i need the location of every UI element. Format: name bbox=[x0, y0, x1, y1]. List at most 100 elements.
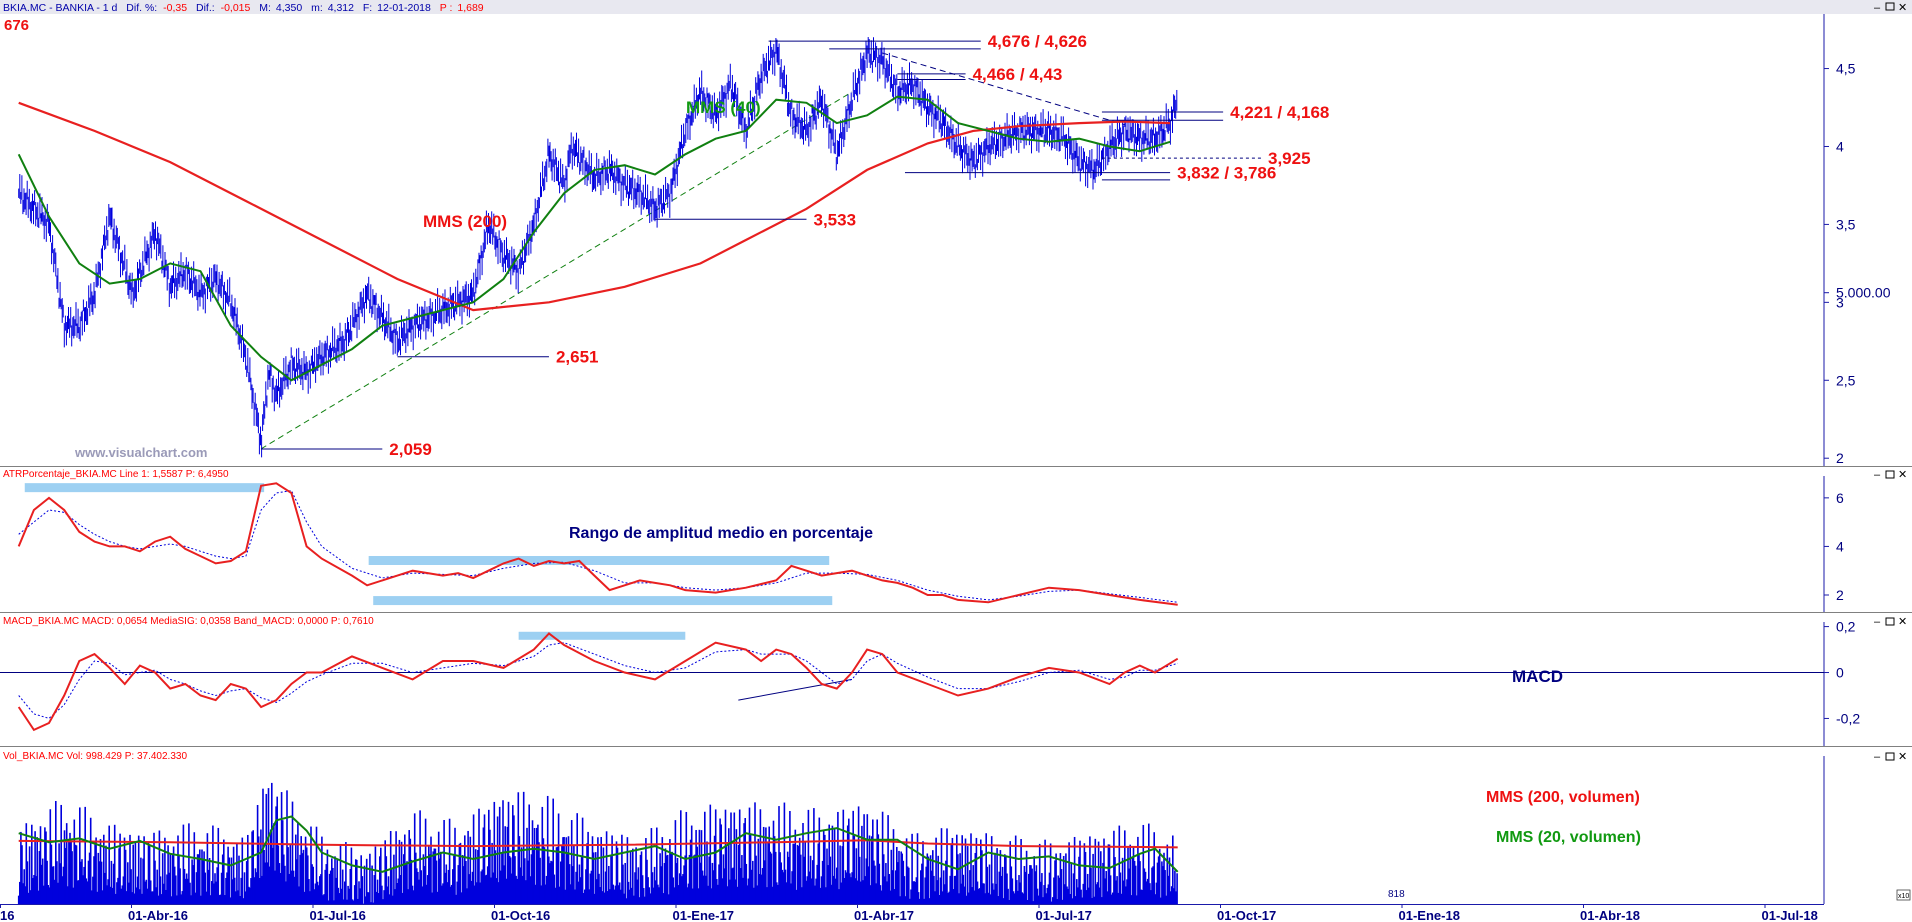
price-panel-header: BKIA.MC - BANKIA - 1 d Dif. %: -0,35 Dif… bbox=[3, 2, 484, 14]
atr-panel: ATRPorcentaje_BKIA.MC Line 1: 1,5587 P: … bbox=[0, 467, 1912, 613]
date-tick-label: 01-Jul-16 bbox=[310, 908, 366, 922]
maximize-icon[interactable] bbox=[1885, 752, 1895, 761]
macd-annotation: MACD bbox=[1512, 667, 1563, 686]
macd-axis-tick-label: 0 bbox=[1836, 665, 1844, 681]
header-dif: -0,015 bbox=[221, 2, 251, 14]
header-dif-pct: -0,35 bbox=[163, 2, 187, 14]
date-axis: 16 01-Abr-16 01-Jul-16 01-Oct-16 01-Ene-17 01… bbox=[0, 904, 1824, 922]
sma40-line bbox=[17, 95, 1171, 382]
volume-scale-label[interactable]: x10 bbox=[1898, 893, 1909, 900]
sma200-line bbox=[18, 101, 1171, 312]
sma200-annotation: MMS (200) bbox=[423, 212, 507, 231]
header-price: 1,689 bbox=[457, 2, 483, 14]
price-axis-tick-label: 2,5 bbox=[1836, 372, 1856, 388]
atr-plot-area bbox=[17, 482, 1178, 606]
price-level-labels: 4,676 / 4,626 4,466 / 4,43 4,221 / 4,168 3,… bbox=[389, 32, 1329, 459]
trend-line bbox=[882, 52, 1125, 126]
date-tick-label: 01-Ene-17 bbox=[673, 908, 734, 922]
minimize-icon[interactable]: – bbox=[1874, 2, 1881, 14]
date-tick-label: 01-Abr-18 bbox=[1580, 908, 1640, 922]
header-min: 4,312 bbox=[328, 2, 354, 14]
minimize-icon[interactable]: – bbox=[1874, 751, 1881, 763]
atr-axis-ticks: 6 4 2 bbox=[1824, 490, 1844, 603]
volume-plot-area bbox=[18, 815, 1179, 873]
atr-axis-tick-label: 4 bbox=[1836, 538, 1844, 554]
volume-partial-label: 818 bbox=[1388, 889, 1405, 900]
vol-sma200-annotation: MMS (200, volumen) bbox=[1486, 789, 1640, 806]
macd-trend-line bbox=[738, 678, 853, 701]
vol-sma20-annotation: MMS (20, volumen) bbox=[1496, 829, 1641, 846]
atr-signal-line bbox=[18, 490, 1178, 603]
level-label: 4,221 / 4,168 bbox=[1230, 103, 1329, 122]
date-tick-label: 01-Oct-17 bbox=[1217, 908, 1276, 922]
maximize-icon[interactable] bbox=[1885, 470, 1895, 479]
price-axis-tick-label: 3 bbox=[1836, 294, 1844, 310]
volume-panel-header: Vol_BKIA.MC Vol: 998.429 P: 37.402.330 bbox=[3, 751, 187, 762]
level-label: 3,533 bbox=[814, 210, 857, 229]
macd-axis-tick-label: -0,2 bbox=[1836, 710, 1860, 726]
date-tick-label: 01-Jul-18 bbox=[1762, 908, 1818, 922]
vol-sma200-line bbox=[18, 839, 1178, 849]
atr-highlight-band bbox=[368, 556, 830, 565]
close-icon[interactable]: ✕ bbox=[1898, 2, 1907, 14]
macd-axis-tick-label: 0,2 bbox=[1836, 619, 1856, 635]
sma40-annotation: MMS (40) bbox=[686, 98, 761, 117]
price-axis-tick-label: 4,5 bbox=[1836, 61, 1856, 77]
level-label: 3,832 / 3,786 bbox=[1177, 164, 1276, 183]
macd-plot-area bbox=[0, 631, 1824, 732]
atr-axis-tick-label: 6 bbox=[1836, 490, 1844, 506]
volume-bars bbox=[17, 782, 1178, 904]
header-min-label: m: bbox=[311, 2, 323, 14]
atr-panel-header: ATRPorcentaje_BKIA.MC Line 1: 1,5587 P: … bbox=[3, 469, 229, 480]
price-axis-tick-label: 2 bbox=[1836, 450, 1844, 466]
level-label: 3,925 bbox=[1268, 149, 1311, 168]
maximize-icon[interactable] bbox=[1885, 2, 1895, 11]
volume-scale-box[interactable] bbox=[1896, 889, 1911, 901]
date-tick-label: 01-Ene-18 bbox=[1399, 908, 1460, 922]
date-tick-label: 01-Jul-17 bbox=[1036, 908, 1092, 922]
price-axis-tick-label: 3,5 bbox=[1836, 216, 1856, 232]
volume-axis-ticks: 10.000.005.000.00 bbox=[1824, 285, 1891, 301]
close-icon[interactable]: ✕ bbox=[1898, 469, 1907, 481]
header-symbol: BKIA.MC - BANKIA - 1 d bbox=[3, 2, 118, 14]
date-tick-label: 01-Oct-16 bbox=[491, 908, 550, 922]
macd-line bbox=[17, 632, 1179, 732]
macd-panel: MACD_BKIA.MC MACD: 0,0654 MediaSIG: 0,03… bbox=[0, 616, 1912, 747]
level-label: 4,676 / 4,626 bbox=[988, 32, 1087, 51]
macd-panel-window-buttons[interactable]: – ✕ bbox=[1874, 616, 1907, 628]
minimize-icon[interactable]: – bbox=[1874, 616, 1881, 628]
date-axis-ticks: 16 01-Abr-16 01-Jul-16 01-Oct-16 01-Ene-17 01… bbox=[0, 904, 1818, 922]
date-tick-label: 01-Abr-16 bbox=[128, 908, 188, 922]
price-panel-window-buttons[interactable]: – ✕ bbox=[1874, 2, 1907, 14]
minimize-icon[interactable]: – bbox=[1874, 469, 1881, 481]
volume-panel: Vol_BKIA.MC Vol: 998.429 P: 37.402.330 –… bbox=[3, 285, 1911, 904]
price-plot-area bbox=[17, 37, 1261, 458]
price-axis-ticks: 4,5 4 3,5 3 2,5 2 bbox=[1824, 61, 1856, 466]
trend-line bbox=[260, 91, 853, 450]
atr-annotation: Rango de amplitud medio en porcentaje bbox=[569, 525, 873, 542]
date-tick-label: 16 bbox=[0, 908, 14, 922]
macd-panel-header: MACD_BKIA.MC MACD: 0,0654 MediaSIG: 0,03… bbox=[3, 616, 374, 627]
atr-axis-tick-label: 2 bbox=[1836, 587, 1844, 603]
atr-line bbox=[17, 482, 1178, 606]
maximize-icon[interactable] bbox=[1885, 617, 1895, 626]
atr-panel-header-bar bbox=[0, 467, 1912, 476]
volume-panel-window-buttons[interactable]: – ✕ bbox=[1874, 751, 1907, 763]
volume-axis-tick-label: 5.000.00 bbox=[1836, 285, 1891, 301]
watermark: www.visualchart.com bbox=[74, 445, 207, 460]
close-icon[interactable]: ✕ bbox=[1898, 751, 1907, 763]
header-date: 12-01-2018 bbox=[377, 2, 431, 14]
header-max: 4,350 bbox=[276, 2, 302, 14]
macd-axis-ticks: 0,2 0 -0,2 bbox=[1824, 619, 1860, 726]
macd-signal-line bbox=[18, 642, 1178, 719]
vol-sma20-line bbox=[18, 815, 1179, 873]
price-axis-tick-label: 4 bbox=[1836, 138, 1844, 154]
header-max-label: M: bbox=[259, 2, 271, 14]
atr-panel-window-buttons[interactable]: – ✕ bbox=[1874, 469, 1907, 481]
price-panel: BKIA.MC - BANKIA - 1 d Dif. %: -0,35 Dif… bbox=[0, 0, 1912, 467]
close-icon[interactable]: ✕ bbox=[1898, 616, 1907, 628]
level-label: 4,466 / 4,43 bbox=[973, 65, 1063, 84]
header-dif-pct-label: Dif. %: bbox=[126, 2, 157, 14]
level-label: 2,651 bbox=[556, 348, 599, 367]
